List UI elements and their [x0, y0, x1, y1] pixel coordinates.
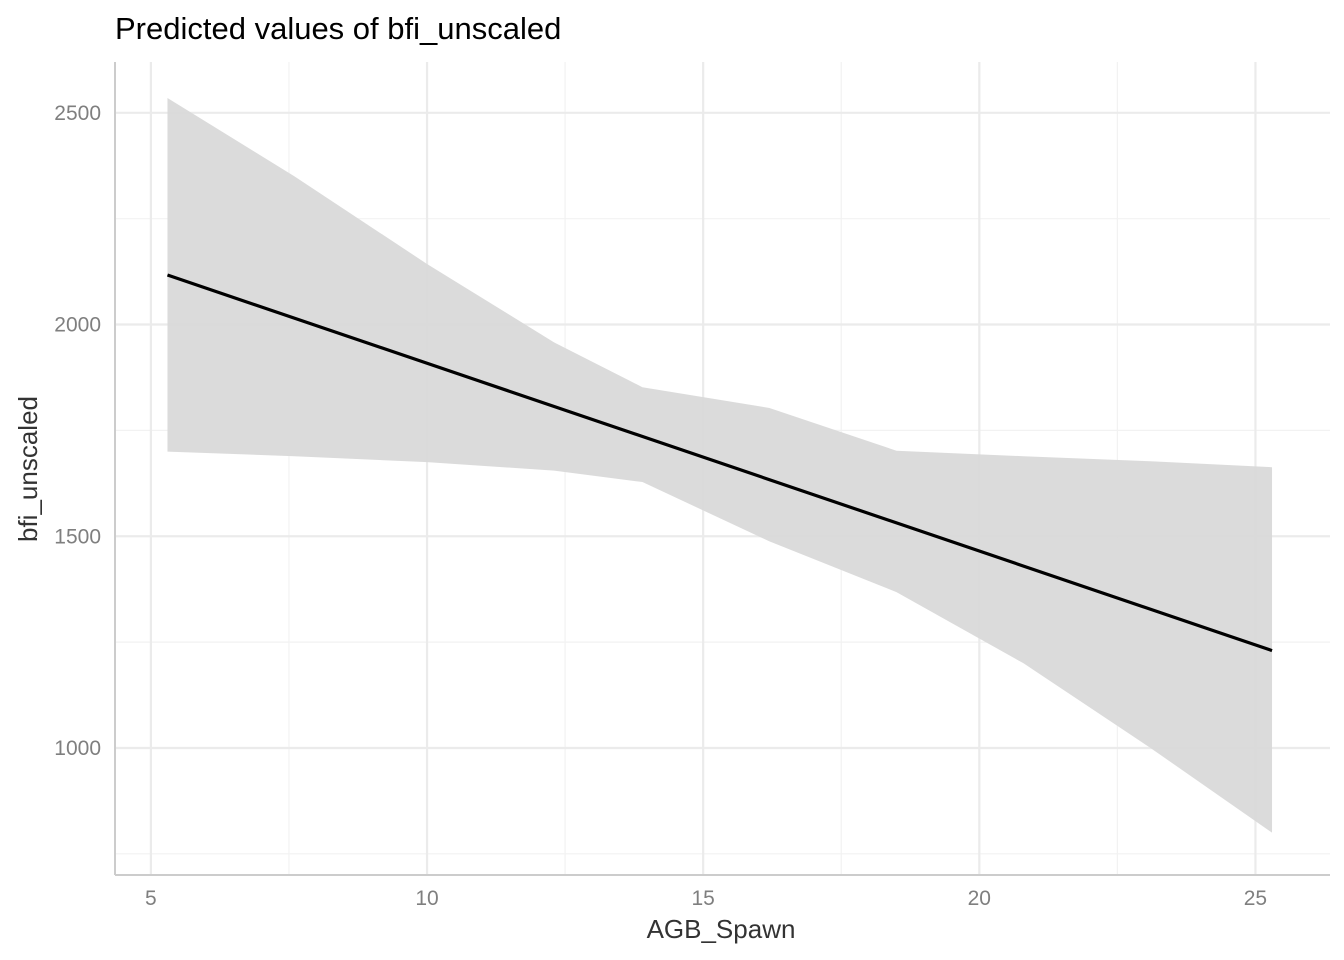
x-tick-label: 10	[415, 887, 438, 910]
confidence-band-layer	[167, 97, 1273, 833]
confidence-band	[167, 97, 1273, 833]
prediction-line-layer	[166, 273, 1273, 653]
axes	[114, 62, 1330, 876]
y-tick-label: 2500	[54, 102, 101, 125]
x-tick-label: 15	[691, 887, 714, 910]
y-tick-label: 1500	[54, 525, 101, 548]
x-tick-label: 20	[968, 887, 991, 910]
y-tick-label: 2000	[54, 314, 101, 337]
y-axis-title: bfi_unscaled	[13, 396, 43, 542]
chart-title: Predicted values of bfi_unscaled	[115, 11, 561, 46]
x-axis-ticks: 5 10 15 20 25	[145, 887, 1267, 910]
prediction-line	[166, 273, 1273, 653]
x-tick-label: 5	[145, 887, 157, 910]
x-tick-label: 25	[1244, 887, 1267, 910]
y-tick-label: 1000	[54, 737, 101, 760]
x-axis-title: AGB_Spawn	[647, 914, 796, 944]
y-axis-ticks: 1000 1500 2000 2500	[54, 102, 101, 760]
